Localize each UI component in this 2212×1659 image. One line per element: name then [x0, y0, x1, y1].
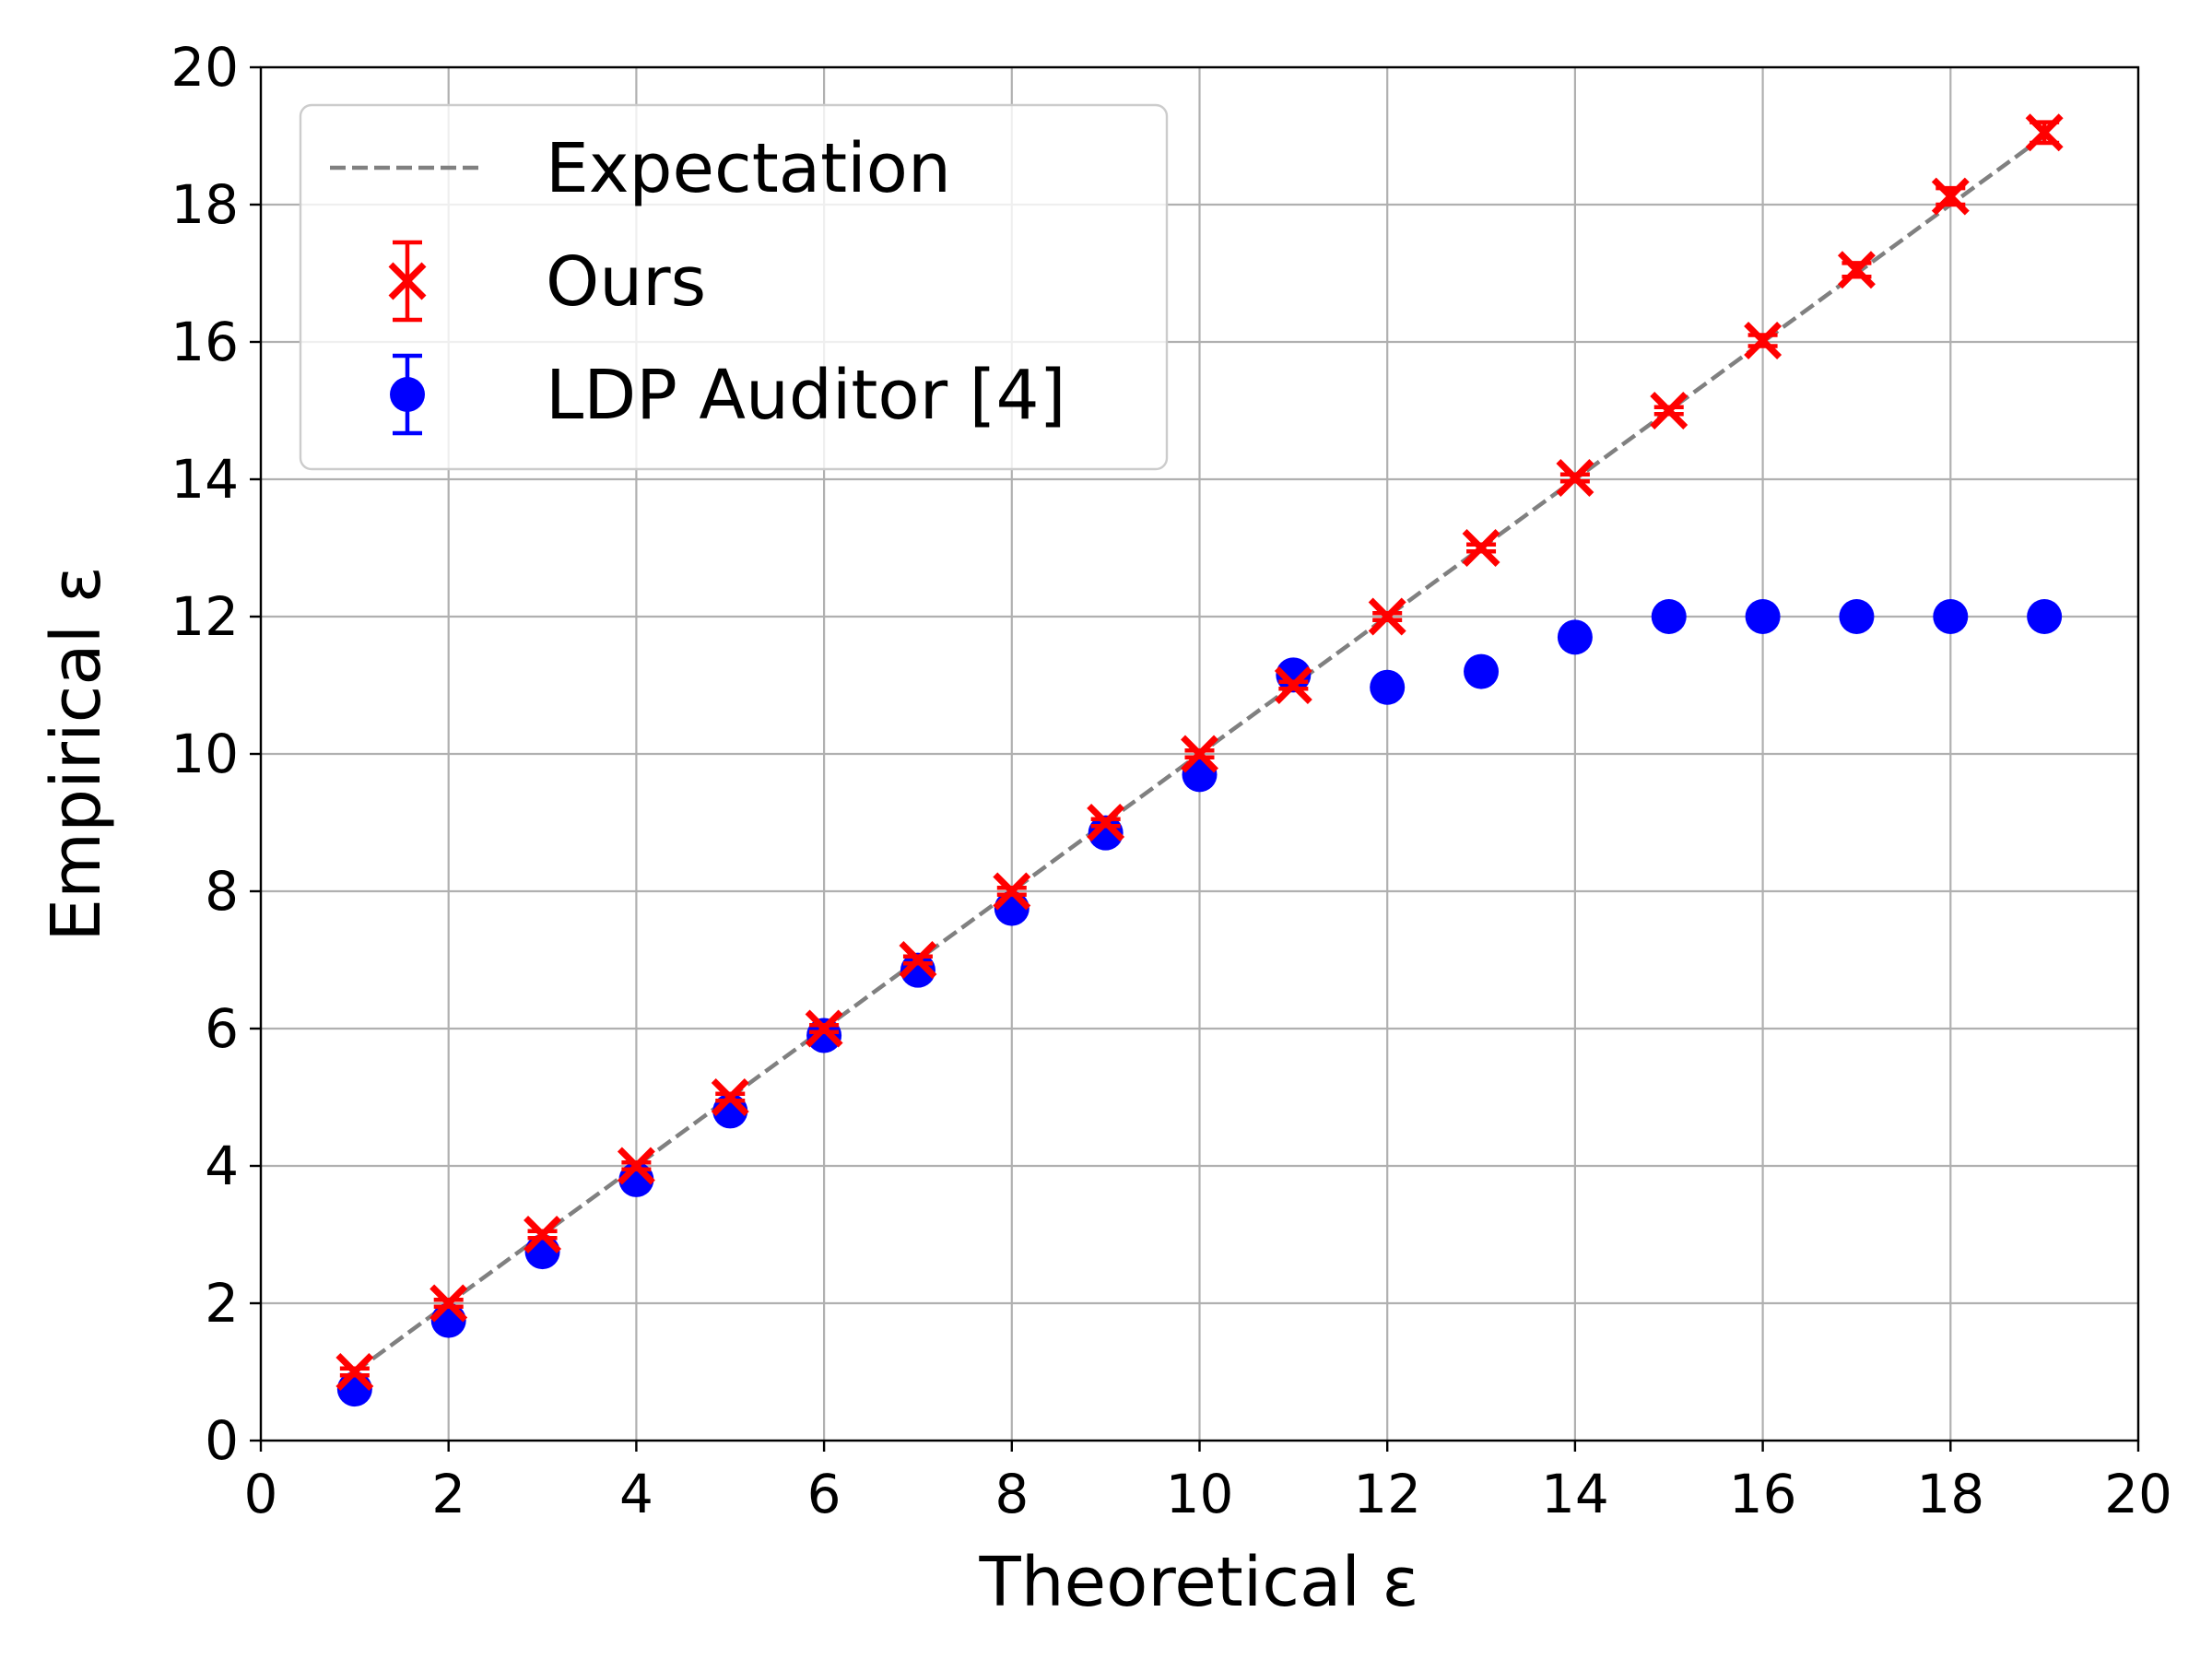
marker-stroke: [993, 872, 1031, 911]
marker-stroke: [1462, 529, 1500, 567]
marker-stroke: [335, 1353, 374, 1391]
y-axis-label: Empirical ε: [37, 566, 116, 941]
y-tick-label: 8: [205, 860, 239, 923]
y-tick-label: 10: [171, 723, 239, 785]
marker-stroke: [1181, 735, 1218, 773]
ours-point: [993, 872, 1031, 911]
ldp-auditor-point: [1933, 599, 1969, 634]
ours-point: [1368, 597, 1406, 636]
ours-point: [2025, 113, 2064, 152]
y-tick-label: 0: [205, 1409, 239, 1472]
ours-point: [429, 1284, 468, 1323]
ours-point: [335, 1353, 374, 1391]
y-tick-label: 20: [171, 36, 239, 99]
x-tick-label: 0: [244, 1463, 278, 1525]
marker-stroke: [1931, 177, 1970, 216]
legend-label: Expectation: [546, 129, 951, 208]
marker-stroke: [899, 941, 937, 979]
ours-point: [1087, 804, 1125, 841]
y-tick-label: 18: [171, 173, 239, 236]
marker-stroke: [1744, 322, 1783, 359]
ldp-auditor-point: [1745, 599, 1781, 634]
ours-point: [1181, 735, 1218, 773]
x-tick-label: 20: [2104, 1463, 2172, 1525]
marker-stroke: [1650, 392, 1688, 429]
y-tick-label: 2: [205, 1272, 239, 1335]
marker-stroke: [429, 1284, 468, 1323]
y-tick-label: 6: [205, 997, 239, 1060]
ours-point: [1931, 177, 1970, 216]
marker-stroke: [1274, 666, 1312, 704]
x-tick-label: 12: [1353, 1463, 1421, 1525]
legend-label: Ours: [546, 242, 706, 322]
ours-point: [1556, 459, 1594, 497]
marker-stroke: [711, 1078, 749, 1116]
ours-point: [617, 1147, 655, 1185]
marker-stroke: [388, 262, 427, 300]
marker-stroke: [1368, 597, 1406, 636]
x-tick-label: 14: [1541, 1463, 1609, 1525]
marker-stroke: [524, 1216, 562, 1253]
x-tick-label: 8: [994, 1463, 1029, 1525]
ldp-auditor-point: [1464, 653, 1500, 689]
x-tick-label: 4: [619, 1463, 653, 1525]
ldp-auditor-point: [1651, 599, 1687, 634]
y-tick-label: 12: [171, 585, 239, 648]
ldp-auditor-point: [1370, 669, 1406, 705]
marker-stroke: [1556, 459, 1594, 497]
ldp-auditor-point: [2027, 599, 2063, 634]
marker-stroke: [1087, 804, 1125, 841]
x-tick-label: 16: [1729, 1463, 1797, 1525]
ldp-auditor-point: [1557, 619, 1593, 655]
legend-label: LDP Auditor [4]: [546, 356, 1065, 435]
ours-point: [1837, 251, 1876, 289]
ours-point: [1744, 322, 1783, 359]
ours-point: [1274, 666, 1312, 704]
legend: Expectation Ours LDP Auditor [4]: [299, 103, 1169, 471]
plot-frame: [259, 65, 2140, 1442]
ldp-auditor-point: [1839, 599, 1875, 634]
ours-point: [524, 1216, 562, 1253]
x-tick-label: 10: [1166, 1463, 1234, 1525]
x-tick-label: 6: [807, 1463, 841, 1525]
data-series: [335, 113, 2064, 1407]
ours-point: [1462, 529, 1500, 567]
y-tick-label: 4: [205, 1135, 239, 1197]
x-axis-label: Theoretical ε: [979, 1543, 1419, 1622]
marker-stroke: [617, 1147, 655, 1185]
x-tick-label: 2: [431, 1463, 465, 1525]
ours-point: [805, 1009, 843, 1048]
ours-point: [899, 941, 937, 979]
x-tick-label: 18: [1916, 1463, 1984, 1525]
y-tick-label: 16: [171, 311, 239, 373]
marker-stroke: [805, 1009, 843, 1048]
marker-stroke: [2025, 113, 2064, 152]
legend-ldp-swatch: [390, 377, 425, 412]
marker-stroke: [1837, 251, 1876, 289]
legend-ours-swatch: [388, 262, 427, 300]
ours-point: [1650, 392, 1688, 429]
y-tick-label: 14: [171, 448, 239, 511]
legend-box: [299, 103, 1169, 471]
axis-ticks: 0 2 4 6 8 10 12 14 16 18 20 0 2 4 6 8 10 12 14 16 18 20: [171, 36, 2172, 1525]
ours-point: [711, 1078, 749, 1116]
